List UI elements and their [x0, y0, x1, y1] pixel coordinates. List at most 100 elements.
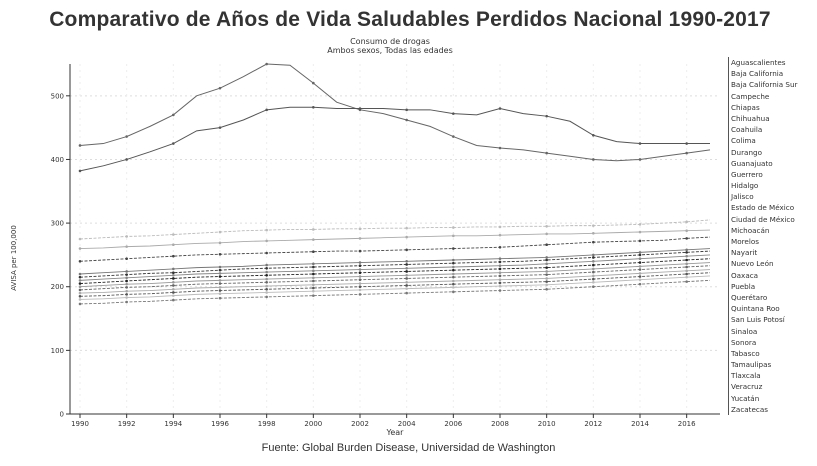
data-point	[545, 273, 548, 276]
data-point	[358, 107, 362, 110]
x-tick-label: 2012	[584, 420, 602, 428]
legend-item: Veracruz	[728, 381, 817, 393]
legend-item: Zacatecas	[728, 403, 817, 415]
data-point	[592, 270, 595, 274]
data-point	[312, 279, 315, 283]
data-point	[592, 231, 595, 235]
data-point	[312, 294, 315, 297]
data-point	[172, 142, 175, 145]
data-point	[685, 275, 688, 279]
data-point	[685, 272, 688, 276]
data-point	[685, 265, 688, 269]
legend-item: Coahuila	[728, 124, 817, 136]
data-point	[498, 278, 502, 282]
data-point	[358, 293, 362, 296]
data-point	[218, 292, 222, 296]
data-point	[265, 280, 268, 284]
data-point	[452, 286, 455, 289]
series-line	[79, 258, 711, 284]
data-point	[265, 284, 268, 288]
data-point	[312, 272, 315, 276]
series-zacatecas	[78, 279, 711, 306]
data-point	[265, 108, 268, 112]
data-point	[498, 146, 502, 150]
x-tick-label: 2004	[398, 420, 416, 428]
data-point	[452, 247, 455, 250]
data-point	[125, 282, 128, 286]
data-point	[592, 277, 595, 281]
series-baja-california	[78, 105, 710, 173]
data-point	[685, 262, 688, 266]
x-tick-label: 2006	[444, 420, 462, 428]
data-point	[312, 228, 315, 231]
y-tick-label: 200	[51, 283, 64, 291]
series-line	[79, 219, 711, 240]
data-point	[265, 62, 268, 66]
data-point	[638, 158, 642, 161]
data-point	[452, 135, 455, 138]
data-point	[218, 272, 222, 275]
x-tick-label: 2010	[538, 420, 556, 428]
x-tick-label: 2014	[631, 420, 649, 428]
data-point	[405, 287, 408, 290]
data-point	[405, 226, 408, 230]
data-point	[358, 227, 362, 231]
data-point	[218, 265, 222, 269]
data-point	[685, 269, 688, 273]
data-point	[545, 280, 548, 283]
data-point	[78, 279, 82, 282]
data-point	[78, 275, 82, 279]
data-point	[125, 276, 128, 280]
data-point	[265, 291, 268, 294]
data-point	[78, 294, 82, 298]
legend-item: Guerrero	[728, 168, 817, 181]
series-chihuahua	[78, 62, 711, 162]
data-point	[685, 229, 688, 233]
data-point	[125, 289, 128, 293]
data-point	[172, 271, 175, 275]
legend-item: Tamaulipas	[728, 359, 817, 371]
data-point	[685, 237, 688, 240]
legend-item: Nayarit	[728, 247, 817, 259]
data-point	[78, 169, 82, 173]
data-point	[172, 254, 175, 258]
data-point	[405, 235, 408, 239]
data-point	[498, 264, 502, 268]
data-point	[78, 282, 82, 285]
legend-item: Sinaloa	[728, 325, 817, 337]
data-point	[498, 107, 502, 110]
data-point	[498, 274, 502, 278]
data-point	[125, 286, 128, 289]
source-note: Fuente: Global Burden Disease, Universid…	[261, 442, 556, 454]
data-point	[498, 245, 502, 249]
data-point	[452, 265, 455, 269]
data-point	[452, 268, 455, 272]
data-point	[638, 272, 642, 275]
data-point	[265, 277, 268, 281]
data-point	[452, 261, 455, 265]
data-point	[592, 285, 595, 289]
series-line	[79, 254, 711, 281]
data-point	[78, 237, 82, 241]
data-point	[218, 296, 222, 300]
data-point	[498, 267, 502, 271]
data-point	[78, 259, 82, 263]
data-point	[265, 266, 268, 270]
data-point	[312, 276, 315, 280]
data-point	[685, 220, 688, 224]
x-tick-label: 1990	[71, 420, 89, 428]
data-point	[452, 112, 455, 115]
data-point	[545, 114, 548, 118]
data-point	[312, 262, 315, 266]
data-point	[172, 294, 175, 297]
data-point	[78, 291, 82, 295]
data-point	[405, 248, 408, 252]
y-tick-label: 300	[51, 220, 64, 228]
data-point	[218, 275, 222, 278]
legend-item: Tlaxcala	[728, 370, 817, 382]
chart-title: Comparativo de Años de Vida Saludables P…	[49, 8, 771, 31]
data-point	[545, 283, 548, 287]
y-tick-label: 500	[51, 92, 64, 100]
data-point	[172, 267, 175, 271]
data-point	[78, 302, 82, 306]
